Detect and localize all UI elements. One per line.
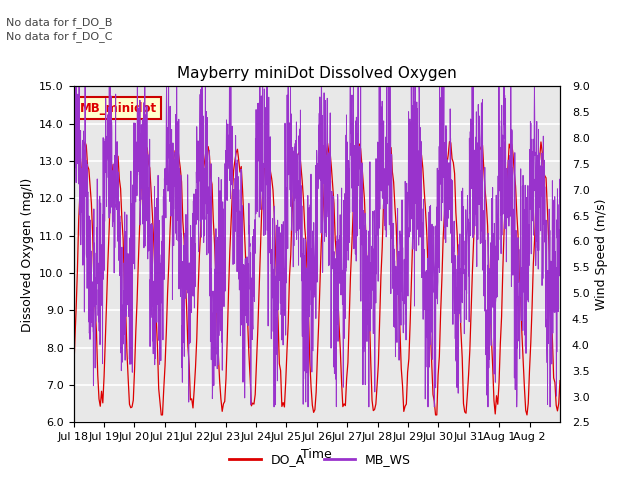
- Y-axis label: Dissolved Oxygen (mg/l): Dissolved Oxygen (mg/l): [20, 177, 33, 332]
- Text: No data for f_DO_B: No data for f_DO_B: [6, 17, 113, 28]
- Legend: DO_A, MB_WS: DO_A, MB_WS: [224, 448, 416, 471]
- Y-axis label: Wind Speed (m/s): Wind Speed (m/s): [595, 199, 608, 310]
- Text: MB_minidot: MB_minidot: [80, 102, 157, 115]
- Text: No data for f_DO_C: No data for f_DO_C: [6, 31, 113, 42]
- Title: Mayberry miniDot Dissolved Oxygen: Mayberry miniDot Dissolved Oxygen: [177, 66, 457, 81]
- X-axis label: Time: Time: [301, 448, 332, 461]
